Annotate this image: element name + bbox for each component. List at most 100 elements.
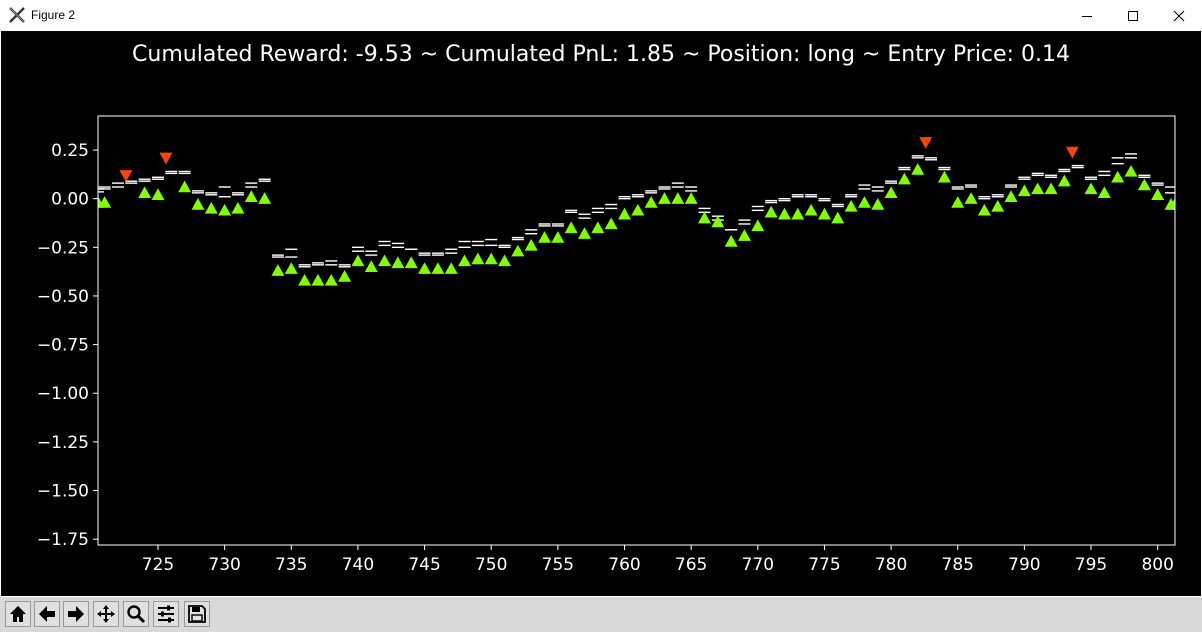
buy-marker	[351, 254, 365, 267]
buy-marker	[244, 190, 258, 202]
buy-marker	[737, 229, 751, 241]
buy-marker	[951, 196, 965, 208]
y-tick-label: −0.50	[37, 287, 89, 307]
buy-marker	[1124, 164, 1138, 177]
title-bar[interactable]: Figure 2	[0, 0, 1202, 32]
minimize-icon	[1082, 15, 1092, 17]
chart-title: Cumulated Reward: -9.53 ~ Cumulated PnL:…	[132, 42, 1070, 67]
buy-marker	[857, 196, 871, 208]
forward-icon	[68, 606, 84, 622]
buy-marker	[258, 192, 272, 204]
buy-marker	[524, 238, 538, 251]
buy-marker	[977, 203, 991, 216]
matplotlib-x-icon	[9, 7, 25, 23]
sell-marker	[1065, 146, 1079, 159]
buy-marker	[671, 192, 685, 204]
y-tick-label: −0.75	[37, 336, 89, 356]
buy-marker	[1044, 182, 1058, 195]
pan-button[interactable]	[93, 601, 119, 627]
buy-marker	[911, 163, 925, 175]
save-button[interactable]	[184, 601, 210, 627]
buy-marker	[684, 192, 698, 204]
x-tick-label: 740	[342, 555, 374, 575]
save-icon	[188, 605, 206, 623]
buy-marker	[271, 264, 285, 276]
y-tick-label: −1.50	[37, 482, 89, 502]
buy-marker	[298, 273, 312, 286]
x-tick-label: 750	[475, 555, 507, 575]
zoom-button[interactable]	[123, 601, 149, 627]
close-button[interactable]	[1156, 0, 1202, 31]
buy-marker	[564, 221, 578, 234]
x-tick-label: 775	[808, 555, 840, 575]
buy-marker	[231, 201, 245, 214]
buy-marker	[364, 260, 378, 272]
x-tick-label: 760	[608, 555, 640, 575]
buy-marker	[338, 270, 352, 282]
buy-marker	[1057, 174, 1071, 187]
buy-marker	[1168, 198, 1175, 210]
y-tick-label: −1.00	[37, 384, 89, 404]
window-title: Figure 2	[31, 8, 76, 22]
forward-button[interactable]	[63, 601, 89, 627]
buy-marker	[378, 254, 392, 267]
buy-marker	[1017, 184, 1031, 197]
y-tick-label: −1.25	[37, 433, 89, 453]
y-tick-label: 0.25	[51, 141, 89, 161]
buy-marker	[631, 203, 645, 216]
maximize-button[interactable]	[1110, 0, 1156, 31]
configure-subplots-button[interactable]	[153, 601, 179, 627]
buy-marker	[418, 262, 432, 274]
buy-marker	[138, 186, 152, 199]
buy-marker	[578, 227, 592, 239]
x-tick-label: 785	[942, 555, 974, 575]
buy-marker	[218, 203, 232, 216]
buy-marker	[618, 207, 632, 220]
buy-marker	[1097, 186, 1111, 199]
figure-canvas[interactable]: Cumulated Reward: -9.53 ~ Cumulated PnL:…	[1, 31, 1201, 596]
buy-marker	[404, 256, 418, 269]
buy-marker	[844, 199, 858, 212]
buy-marker	[991, 199, 1005, 212]
sell-marker	[919, 137, 933, 149]
plot-area	[98, 137, 1175, 286]
buy-marker	[484, 252, 498, 265]
y-tick-label: −1.75	[37, 530, 89, 550]
configure-subplots-icon	[158, 605, 174, 623]
buy-marker	[884, 186, 898, 199]
buy-marker	[498, 254, 512, 267]
buy-marker	[191, 198, 205, 210]
pan-icon	[97, 605, 115, 623]
buy-marker	[591, 221, 605, 234]
buy-marker	[98, 196, 105, 208]
home-button[interactable]	[5, 601, 31, 627]
sell-marker	[119, 170, 133, 182]
chart-svg: Cumulated Reward: -9.53 ~ Cumulated PnL:…	[37, 42, 1176, 575]
x-tick-label: 755	[542, 555, 574, 575]
buy-marker	[178, 180, 192, 193]
buy-marker	[831, 211, 845, 224]
buy-marker	[1031, 182, 1045, 195]
x-tick-label: 770	[742, 555, 774, 575]
x-tick-label: 725	[142, 555, 174, 575]
buy-marker	[791, 207, 805, 220]
back-button[interactable]	[34, 601, 60, 627]
axes-frame	[97, 115, 1176, 546]
buy-marker	[324, 273, 338, 286]
buy-marker	[751, 219, 765, 232]
buy-marker	[937, 170, 951, 183]
buy-marker	[804, 203, 818, 216]
home-icon	[10, 606, 26, 622]
x-tick-label: 745	[408, 555, 440, 575]
y-tick-label: −0.25	[37, 238, 89, 258]
minimize-button[interactable]	[1064, 0, 1110, 31]
buy-marker	[444, 262, 458, 274]
buy-marker	[897, 172, 911, 185]
buy-marker	[724, 234, 738, 247]
x-tick-label: 735	[275, 555, 307, 575]
buy-marker	[431, 262, 445, 274]
buy-marker	[151, 188, 165, 200]
buy-marker	[764, 205, 778, 218]
buy-marker	[711, 215, 725, 228]
